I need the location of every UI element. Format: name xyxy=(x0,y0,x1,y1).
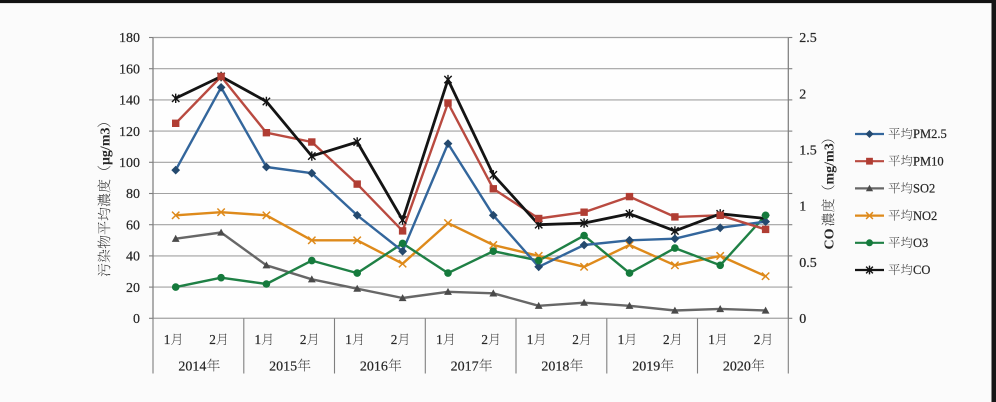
svg-text:1: 1 xyxy=(799,200,806,215)
svg-text:2: 2 xyxy=(209,332,216,347)
svg-text:2: 2 xyxy=(481,332,488,347)
svg-text:2019: 2019 xyxy=(632,360,660,375)
svg-text:100: 100 xyxy=(119,156,140,171)
svg-text:2: 2 xyxy=(663,332,670,347)
svg-text:1: 1 xyxy=(345,332,352,347)
svg-text:2: 2 xyxy=(391,332,398,347)
svg-text:1: 1 xyxy=(164,332,171,347)
svg-text:1: 1 xyxy=(436,332,443,347)
svg-text:120: 120 xyxy=(119,125,140,140)
svg-text:1: 1 xyxy=(255,332,262,347)
svg-text:2: 2 xyxy=(300,332,307,347)
svg-text:PM2.5: PM2.5 xyxy=(913,127,947,141)
svg-text:SO2: SO2 xyxy=(913,182,935,196)
svg-text:40: 40 xyxy=(126,250,140,265)
svg-text:1: 1 xyxy=(527,332,534,347)
svg-text:2: 2 xyxy=(754,332,761,347)
svg-text:20: 20 xyxy=(126,281,140,296)
svg-text:2020: 2020 xyxy=(723,360,751,375)
svg-text:80: 80 xyxy=(126,187,140,202)
svg-text:1: 1 xyxy=(618,332,625,347)
svg-text:2015: 2015 xyxy=(269,360,297,375)
svg-text:2018: 2018 xyxy=(541,360,569,375)
svg-text:NO2: NO2 xyxy=(913,209,937,223)
svg-text:1: 1 xyxy=(708,332,715,347)
svg-text:0: 0 xyxy=(133,312,140,327)
svg-text:O3: O3 xyxy=(913,236,928,250)
svg-text:2017: 2017 xyxy=(451,360,479,375)
svg-text:2014: 2014 xyxy=(178,360,206,375)
svg-text:mg/m3: mg/m3 xyxy=(822,143,837,184)
svg-text:2.5: 2.5 xyxy=(799,31,817,46)
svg-text:2016: 2016 xyxy=(360,360,388,375)
svg-text:160: 160 xyxy=(119,62,140,77)
svg-text:μg/m3: μg/m3 xyxy=(98,128,113,166)
svg-text:140: 140 xyxy=(119,94,140,109)
svg-text:0.5: 0.5 xyxy=(799,256,817,271)
svg-text:CO: CO xyxy=(913,263,930,277)
svg-text:PM10: PM10 xyxy=(913,154,944,168)
svg-text:2: 2 xyxy=(799,87,806,102)
svg-text:2: 2 xyxy=(572,332,579,347)
svg-text:180: 180 xyxy=(119,31,140,46)
svg-text:1.5: 1.5 xyxy=(799,144,817,159)
svg-text:CO: CO xyxy=(822,228,837,249)
svg-text:0: 0 xyxy=(799,312,806,327)
svg-text:60: 60 xyxy=(126,218,140,233)
